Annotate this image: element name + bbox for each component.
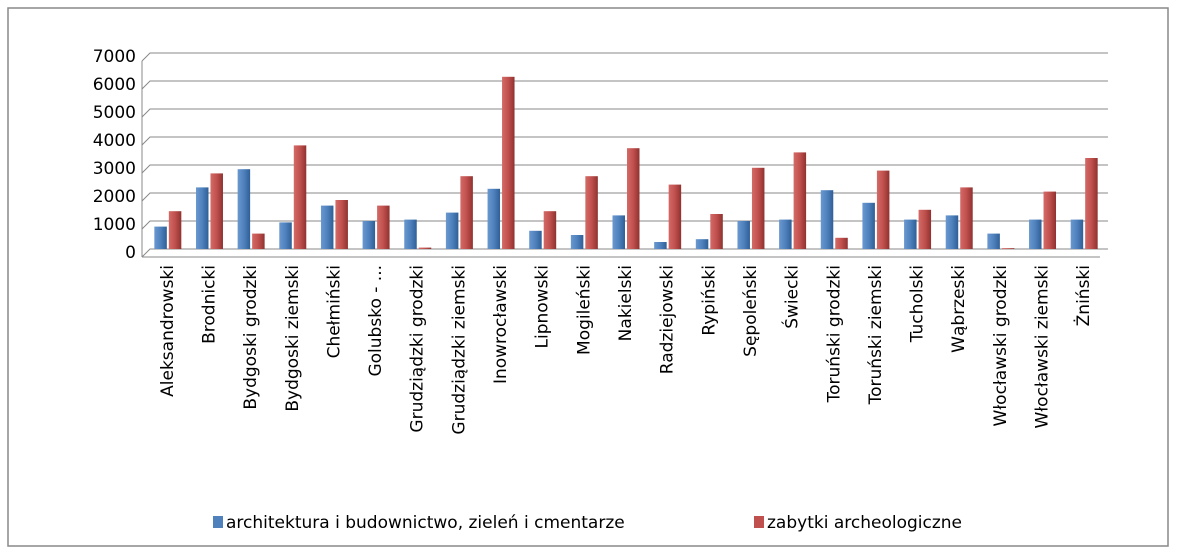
x-tick-label: Włocławski ziemski xyxy=(1033,265,1053,428)
x-tick-label: Toruński ziemski xyxy=(866,265,886,405)
bar xyxy=(335,200,348,249)
bar xyxy=(377,205,390,249)
bar xyxy=(695,239,709,249)
bar xyxy=(418,247,432,249)
x-tick-label: Grudziądzki grodzki xyxy=(408,265,428,433)
legend-label: zabytki archeologiczne xyxy=(767,513,962,533)
bar xyxy=(627,148,640,249)
grid-line xyxy=(141,164,1108,174)
x-tick-label: Aleksandrowski xyxy=(158,265,178,397)
bar xyxy=(210,173,223,249)
x-tick-label: Mogileński xyxy=(574,265,594,355)
bar xyxy=(668,184,682,249)
legend-swatch xyxy=(754,516,764,528)
bar xyxy=(487,188,501,249)
bar xyxy=(320,205,334,249)
x-tick-label: Świecki xyxy=(781,265,803,329)
y-tick-label: 6000 xyxy=(93,75,136,95)
bar xyxy=(876,170,890,249)
bar xyxy=(502,76,515,249)
legend-swatch xyxy=(213,516,223,528)
y-tick-label: 0 xyxy=(125,243,136,263)
bar xyxy=(612,215,625,249)
bar xyxy=(585,176,598,249)
bar xyxy=(252,233,265,249)
bar xyxy=(710,214,723,249)
bar xyxy=(1085,158,1098,249)
y-tick-label: 5000 xyxy=(93,103,136,123)
x-tick-label: Brodnicki xyxy=(199,265,219,344)
y-tick-label: 4000 xyxy=(93,131,136,151)
bar xyxy=(529,230,542,249)
grid-line xyxy=(141,136,1108,146)
bar xyxy=(960,187,973,249)
x-tick-label: Golubsko - ... xyxy=(366,265,386,377)
bar xyxy=(293,145,307,249)
x-tick-label: Radziejowski xyxy=(658,265,678,374)
x-tick-label: Nakielski xyxy=(616,265,636,341)
bar xyxy=(237,169,251,249)
bar xyxy=(195,187,209,249)
x-tick-label: Toruński grodzki xyxy=(824,265,844,403)
chart-border xyxy=(7,7,1169,547)
x-tick-label: Włocławski grodzki xyxy=(991,265,1011,426)
bar xyxy=(751,167,765,249)
bar xyxy=(168,211,182,249)
bar xyxy=(1001,248,1015,249)
x-tick-label: Żniński xyxy=(1073,265,1094,326)
y-tick-label: 7000 xyxy=(93,47,136,67)
y-tick-label: 3000 xyxy=(93,159,136,179)
x-tick-label: Grudziądzki ziemski xyxy=(449,265,469,435)
bar xyxy=(1029,219,1042,249)
bar xyxy=(835,237,848,249)
bar xyxy=(1070,219,1084,249)
bar xyxy=(154,226,167,249)
bar xyxy=(654,242,667,249)
bar xyxy=(543,211,557,249)
bar xyxy=(862,202,875,249)
x-tick-label: Chełmiński xyxy=(324,265,344,358)
bar xyxy=(918,209,932,249)
x-tick-label: Rypiński xyxy=(699,265,719,336)
x-tick-label: Bydgoski ziemski xyxy=(283,265,303,412)
grid-line xyxy=(141,192,1108,202)
x-tick-label: Tucholski xyxy=(908,265,928,343)
bar xyxy=(904,219,917,249)
x-tick-label: Wąbrzeski xyxy=(949,265,969,353)
bar xyxy=(279,222,292,249)
grid-line xyxy=(141,108,1108,118)
bar xyxy=(362,221,376,249)
bar xyxy=(737,221,750,249)
y-tick-label: 2000 xyxy=(93,187,136,207)
x-tick-label: Lipnowski xyxy=(533,265,553,349)
x-tick-label: Sępoleński xyxy=(741,265,761,357)
bar xyxy=(1043,191,1057,249)
grid-line xyxy=(141,80,1108,90)
bar xyxy=(445,212,459,249)
bar xyxy=(779,219,792,249)
bar xyxy=(820,190,834,249)
bar xyxy=(404,219,417,249)
legend-label: architektura i budownictwo, zieleń i cme… xyxy=(226,513,625,533)
bar xyxy=(987,233,1000,249)
y-tick-label: 1000 xyxy=(93,215,136,235)
grid-line xyxy=(141,52,1108,62)
bar xyxy=(793,152,807,249)
x-tick-label: Inowrocławski xyxy=(491,265,511,384)
bar xyxy=(570,235,584,249)
x-tick-label: Bydgoski grodzki xyxy=(241,265,261,410)
bar xyxy=(460,176,473,249)
bar xyxy=(945,215,959,249)
